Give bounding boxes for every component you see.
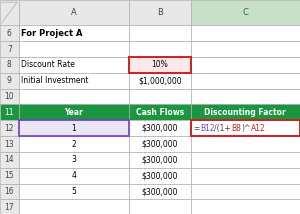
Bar [0, 0, 19, 25]
Text: $300,000: $300,000 [142, 140, 178, 149]
Text: 10%: 10% [152, 60, 168, 69]
Text: Discount Rate: Discount Rate [21, 60, 75, 69]
Bar [19, 120, 129, 136]
Bar [129, 120, 190, 136]
Text: B: B [157, 8, 163, 17]
Bar [129, 25, 190, 41]
Bar [19, 199, 129, 214]
Bar [0, 168, 19, 184]
Text: 2: 2 [71, 140, 76, 149]
Bar [190, 152, 300, 168]
Bar [0, 184, 19, 199]
Text: Cash Flows: Cash Flows [136, 108, 184, 117]
Text: 9: 9 [7, 76, 12, 85]
Bar [129, 199, 190, 214]
Text: =: = [194, 124, 200, 133]
Bar [0, 89, 19, 104]
Bar [0, 199, 19, 214]
Bar [0, 136, 19, 152]
Bar [190, 73, 300, 89]
Text: /(1+: /(1+ [214, 124, 231, 133]
Bar [129, 73, 190, 89]
Text: 13: 13 [4, 140, 14, 149]
Bar [19, 120, 129, 136]
Bar [0, 41, 19, 57]
Text: $300,000: $300,000 [142, 171, 178, 180]
Text: $300,000: $300,000 [142, 124, 178, 133]
Bar [19, 89, 129, 104]
Bar [190, 0, 300, 25]
Text: 15: 15 [4, 171, 14, 180]
Text: 5: 5 [71, 187, 76, 196]
Bar [0, 73, 19, 89]
Bar [129, 104, 190, 120]
Bar [129, 41, 190, 57]
Bar [129, 168, 190, 184]
Text: 12: 12 [4, 124, 14, 133]
Text: B12: B12 [200, 124, 214, 133]
Bar [129, 152, 190, 168]
Bar [190, 136, 300, 152]
Bar [190, 57, 300, 73]
Bar [19, 184, 129, 199]
Text: 14: 14 [4, 155, 14, 164]
Text: 3: 3 [71, 155, 76, 164]
Bar [19, 104, 129, 120]
Text: $300,000: $300,000 [142, 155, 178, 164]
Bar [0, 104, 19, 120]
Bar [19, 25, 129, 41]
Text: 11: 11 [4, 108, 14, 117]
Bar [0, 57, 19, 73]
Bar [129, 0, 190, 25]
Text: 16: 16 [4, 187, 14, 196]
Text: C: C [242, 8, 248, 17]
Text: 4: 4 [71, 171, 76, 180]
Text: $1,000,000: $1,000,000 [138, 76, 182, 85]
Text: 7: 7 [7, 45, 12, 54]
Bar [129, 184, 190, 199]
Text: Initial Investment: Initial Investment [21, 76, 88, 85]
Text: Year: Year [64, 108, 83, 117]
Bar [0, 152, 19, 168]
Bar [129, 136, 190, 152]
Text: B8: B8 [231, 124, 241, 133]
Bar [190, 104, 300, 120]
Bar [190, 120, 300, 136]
Bar [19, 41, 129, 57]
Bar [190, 184, 300, 199]
Bar [19, 73, 129, 89]
Bar [190, 199, 300, 214]
Text: A12: A12 [250, 124, 265, 133]
Text: )^: )^ [241, 124, 250, 133]
Bar [19, 57, 129, 73]
Bar [0, 25, 19, 41]
Bar [190, 120, 300, 136]
Bar [190, 168, 300, 184]
Bar [19, 136, 129, 152]
Text: A: A [71, 8, 77, 17]
Bar [129, 57, 190, 73]
Text: Discounting Factor: Discounting Factor [204, 108, 286, 117]
Bar [19, 0, 129, 25]
Text: $300,000: $300,000 [142, 187, 178, 196]
Bar [190, 25, 300, 41]
Text: 8: 8 [7, 60, 12, 69]
Bar [19, 152, 129, 168]
Bar [129, 89, 190, 104]
Text: 1: 1 [71, 124, 76, 133]
Text: 17: 17 [4, 203, 14, 212]
Bar [129, 57, 190, 73]
Bar [190, 89, 300, 104]
Bar [190, 41, 300, 57]
Text: For Project A: For Project A [21, 29, 83, 38]
Text: 10: 10 [4, 92, 14, 101]
Bar [0, 120, 19, 136]
Text: 6: 6 [7, 29, 12, 38]
Bar [19, 168, 129, 184]
